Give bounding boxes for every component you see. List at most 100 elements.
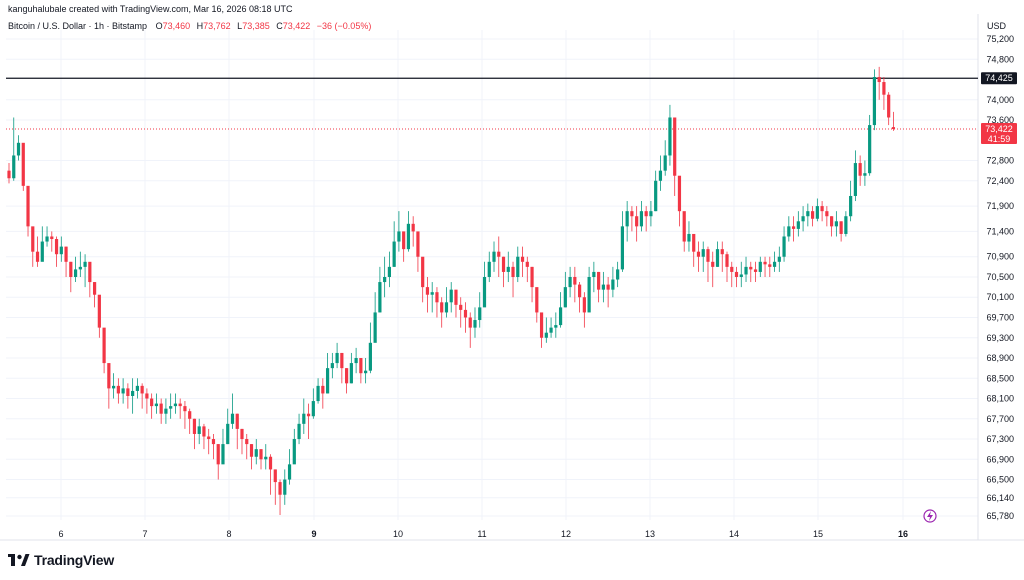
candle-body (135, 385, 139, 391)
price-tick-label: 75,200 (986, 34, 1014, 44)
candle-body (706, 249, 710, 262)
candle-body (687, 233, 691, 242)
candle-body (516, 256, 520, 277)
candle-body (359, 358, 363, 374)
candle-body (539, 312, 544, 338)
candle-body (630, 211, 634, 217)
lightning-event-icon[interactable] (923, 509, 937, 523)
candle-body (283, 479, 287, 495)
candle-body (849, 195, 853, 217)
candle-body (226, 423, 230, 445)
last-price-box (981, 123, 1017, 145)
time-tick-label: 7 (142, 529, 147, 539)
candle-body (150, 398, 154, 407)
time-tick-label: 13 (645, 529, 655, 539)
close-value: 73,422 (282, 21, 311, 31)
candle-body (349, 363, 353, 384)
candle-body (188, 411, 192, 419)
candle-body (853, 163, 857, 196)
candle-body (644, 211, 648, 217)
candle-body (530, 266, 534, 288)
candle-body (235, 413, 239, 429)
candle-body (254, 449, 258, 457)
candle-body (791, 226, 796, 229)
candle-body (278, 482, 282, 495)
candle-body (558, 307, 563, 326)
candle-body (164, 408, 168, 414)
candle-body (649, 211, 653, 217)
candle-body (478, 307, 482, 321)
price-tick-label: 73,600 (986, 115, 1014, 125)
candle-body (511, 266, 515, 277)
candle-body (544, 332, 548, 338)
candle-body (92, 282, 97, 295)
last-price-label: 73,422 (985, 124, 1013, 134)
open-label: O (155, 21, 163, 31)
candle-body (45, 236, 49, 242)
candle-body (173, 403, 178, 407)
candle-body (83, 261, 87, 267)
candle-body (549, 327, 553, 333)
candle-body (69, 261, 73, 277)
price-tick-label: 67,300 (986, 434, 1014, 444)
candle-body (454, 289, 458, 305)
candle-body (877, 76, 881, 83)
candle-body (839, 221, 843, 234)
horizontal-line-price-box (981, 72, 1017, 85)
time-tick-label: 14 (729, 529, 739, 539)
price-tick-label: 70,100 (986, 292, 1014, 302)
candle-body (178, 403, 182, 407)
candle-body (302, 413, 306, 424)
price-tick-label: 70,500 (986, 272, 1014, 282)
candle-body (221, 444, 225, 465)
candle-body (340, 352, 344, 369)
candle-body (501, 256, 506, 272)
candle-body (525, 261, 529, 267)
candle-body (715, 249, 720, 267)
candle-body (35, 251, 40, 262)
high-value: 73,762 (203, 21, 231, 31)
candle-body (249, 444, 254, 457)
price-tick-label: 67,700 (986, 414, 1014, 424)
candle-body (592, 271, 596, 277)
candle-body (506, 266, 510, 272)
candle-body (264, 456, 268, 460)
price-tick-label: 65,780 (986, 511, 1014, 521)
candle-body (216, 444, 220, 465)
candle-body (64, 246, 68, 262)
currency-label[interactable]: USD (987, 21, 1007, 31)
candle-body (112, 385, 116, 389)
candle-body (230, 413, 235, 424)
time-tick-label: 8 (226, 529, 231, 539)
candle-body (126, 388, 130, 396)
open-value: 73,460 (162, 21, 191, 31)
candle-body (573, 276, 577, 285)
candle-body (287, 464, 292, 480)
candle-body (169, 406, 173, 409)
candle-body (316, 385, 320, 402)
candle-body (459, 304, 463, 310)
symbol-name[interactable]: Bitcoin / U.S. Dollar · 1h · Bitstamp (8, 21, 148, 31)
candle-body (772, 261, 777, 267)
symbol-legend: Bitcoin / U.S. Dollar · 1h · Bitstamp O7… (8, 21, 375, 31)
candle-body (563, 287, 567, 308)
candle-body (121, 388, 125, 394)
candle-body (763, 261, 767, 265)
candle-body (364, 370, 368, 374)
candle-body (192, 418, 197, 434)
candle-body (482, 276, 487, 308)
candle-body (668, 117, 672, 156)
candle-body (73, 269, 78, 277)
candle-body (806, 211, 810, 217)
candle-body (620, 226, 624, 270)
candle-body (782, 236, 786, 257)
candle-body (720, 249, 724, 255)
low-label: L (237, 21, 243, 31)
high-label: H (196, 21, 204, 31)
time-tick-label: 10 (393, 529, 403, 539)
tradingview-logo[interactable]: TradingView (8, 552, 114, 568)
low-value: 73,385 (242, 21, 270, 31)
candle-body (330, 363, 334, 369)
price-tick-label: 74,000 (986, 95, 1014, 105)
